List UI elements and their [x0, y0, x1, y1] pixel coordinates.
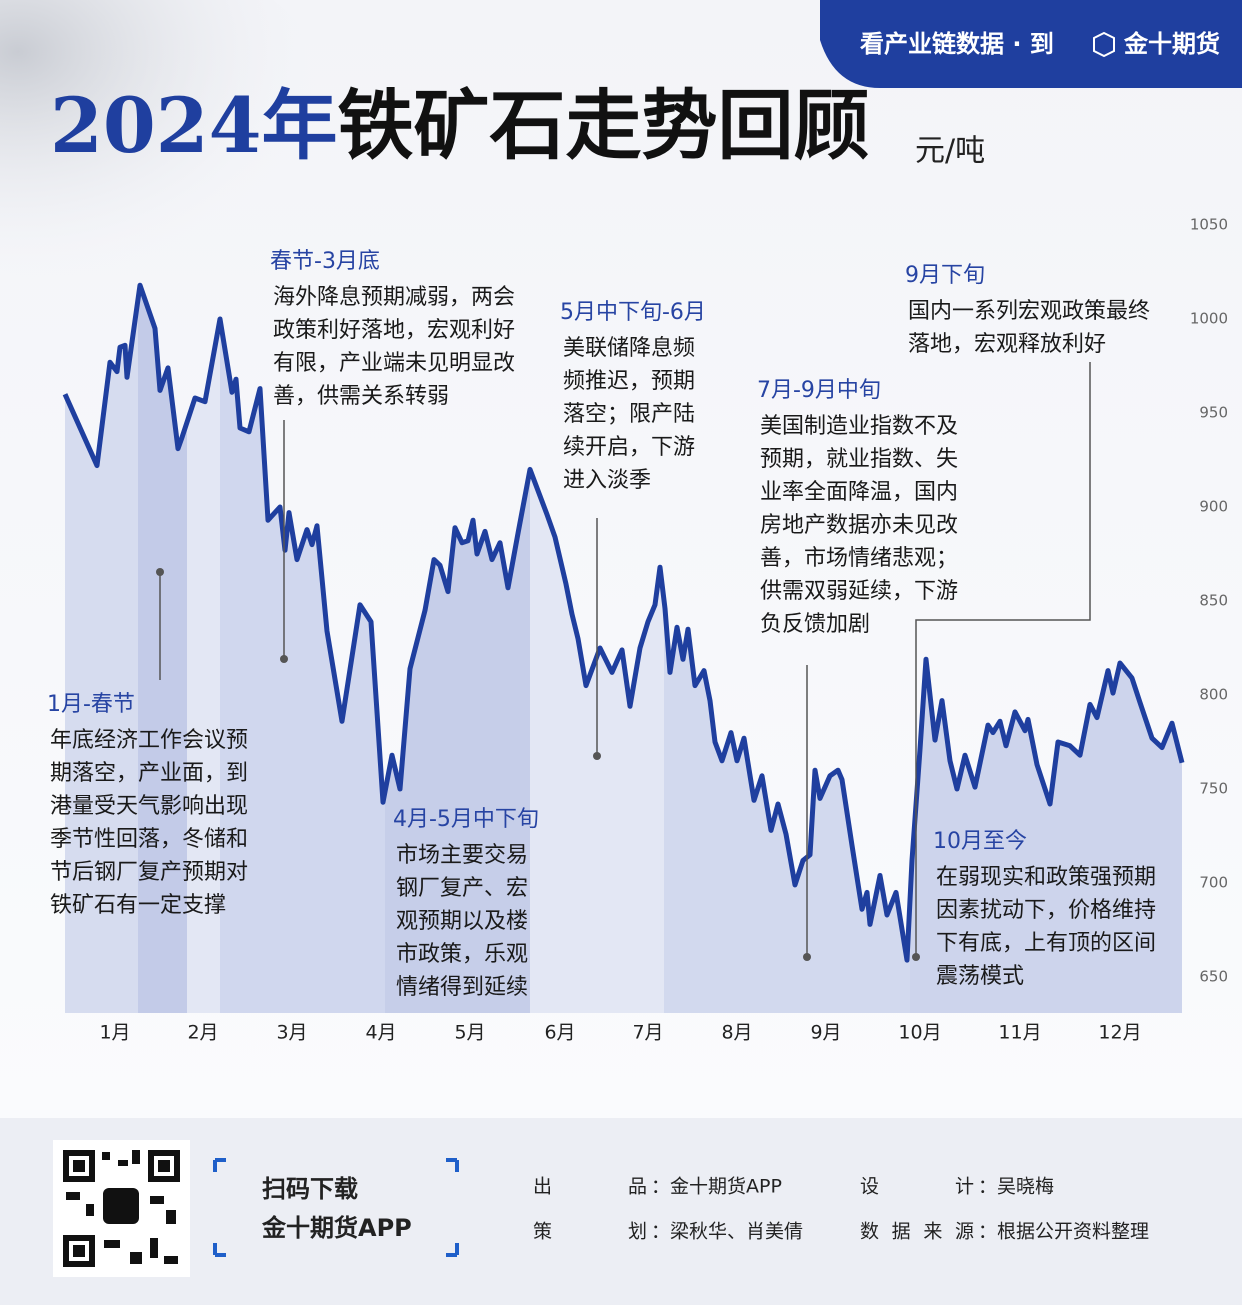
annotation-text: 落空；限产陆 [563, 402, 695, 427]
x-tick-label: 6月 [544, 1022, 575, 1044]
annotation-text: 频推迟，预期 [563, 369, 695, 394]
annotation-text: 国内一系列宏观政策最终 [908, 299, 1150, 324]
annotation-text: 预期，就业指数、失 [760, 447, 958, 472]
x-tick-label: 7月 [632, 1022, 663, 1044]
annotation-text: 房地产数据亦未见改 [760, 513, 958, 538]
annotation-text: 善，供需关系转弱 [273, 384, 449, 409]
annotation-text: 期落空，产业面，到 [50, 761, 248, 786]
footer [0, 1118, 1242, 1305]
rock-texture [0, 0, 340, 290]
y-tick-label: 900 [1199, 498, 1228, 516]
x-tick-label: 4月 [365, 1022, 396, 1044]
x-tick-label: 1月 [99, 1022, 130, 1044]
unit-label: 元/吨 [915, 134, 985, 169]
x-tick-label: 12月 [1098, 1022, 1141, 1044]
x-tick-label: 11月 [998, 1022, 1041, 1044]
annotation-text: 善，市场情绪悲观； [760, 546, 958, 571]
x-tick-label: 8月 [721, 1022, 752, 1044]
y-tick-label: 650 [1199, 968, 1228, 986]
x-tick-label: 2月 [187, 1022, 218, 1044]
title-rest: 铁矿石走势回顾 [338, 81, 870, 170]
annotation-text: 美联储降息频 [563, 336, 695, 361]
annotation-title: 1月-春节 [47, 692, 135, 717]
annotation-text: 海外降息预期减弱，两会 [273, 285, 515, 310]
banner-brand: 金十期货 [1123, 30, 1220, 58]
x-tick-label: 9月 [810, 1022, 841, 1044]
annotation-text: 在弱现实和政策强预期 [936, 865, 1156, 890]
pointer-dot [803, 953, 811, 961]
brand-logo [1093, 31, 1115, 58]
pointer-line [915, 362, 1091, 957]
annotation-text: 因素扰动下，价格维持 [936, 898, 1156, 923]
annotation-title: 10月至今 [933, 829, 1027, 854]
annotation-text: 市政策，乐观 [396, 942, 528, 967]
scan-text: 扫码下载 [262, 1175, 358, 1203]
annotation-text: 港量受天气影响出现 [50, 794, 248, 819]
annotation-text: 市场主要交易 [396, 843, 528, 868]
annotation-text: 季节性回落，冬储和 [50, 827, 248, 852]
x-tick-label: 10月 [898, 1022, 941, 1044]
y-tick-label: 1000 [1190, 310, 1228, 328]
annotation-text: 落地，宏观释放利好 [908, 332, 1106, 357]
annotation-text: 进入淡季 [563, 468, 651, 493]
credit-value: ：金十期货APP [651, 1176, 782, 1198]
x-tick-label: 3月 [276, 1022, 307, 1044]
annotation-text: 美国制造业指数不及 [760, 414, 958, 439]
pointer-dot [280, 655, 288, 663]
chart-title: 2024年铁矿石走势回顾 [50, 81, 870, 170]
banner [820, 0, 1242, 88]
y-tick-label: 950 [1199, 404, 1228, 422]
annotation-text: 节后钢厂复产预期对 [50, 860, 248, 885]
title-year: 2024年 [50, 81, 338, 170]
y-tick-label: 850 [1199, 592, 1228, 610]
y-tick-label: 1050 [1190, 216, 1228, 234]
annotation-text: 有限，产业端未见明显改 [273, 351, 515, 376]
annotation-title: 7月-9月中旬 [757, 378, 881, 403]
annotation-title: 5月中下旬-6月 [560, 300, 706, 325]
annotation-title: 春节-3月底 [270, 249, 380, 274]
app-text: 金十期货APP [261, 1214, 412, 1242]
annotation-text: 情绪得到延续 [396, 975, 528, 1000]
banner-text: 看产业链数据 · 到 [860, 30, 1054, 58]
annotation-text: 政策利好落地，宏观利好 [273, 318, 515, 343]
annotation-text: 业率全面降温，国内 [760, 480, 958, 505]
pointer-dot [912, 953, 920, 961]
credit-value: ：吴晓梅 [978, 1176, 1054, 1198]
y-tick-label: 700 [1199, 874, 1228, 892]
qr-pattern [63, 1150, 180, 1267]
annotation-title: 4月-5月中下旬 [393, 807, 539, 832]
annotation-text: 负反馈加剧 [760, 612, 870, 637]
annotation-text: 钢厂复产、宏 [396, 876, 528, 901]
pointer-dot [593, 752, 601, 760]
credit-value: ：梁秋华、肖美倩 [651, 1221, 803, 1243]
annotation-text: 震荡模式 [936, 964, 1024, 989]
brackets [213, 1158, 459, 1257]
annotation-text: 年底经济工作会议预 [50, 728, 248, 753]
annotation-text: 供需双弱延续，下游 [760, 579, 958, 604]
annotation-text: 下有底，上有顶的区间 [936, 931, 1156, 956]
x-tick-label: 5月 [454, 1022, 485, 1044]
credit-value: ：根据公开资料整理 [978, 1221, 1149, 1243]
pointer-dot [156, 568, 164, 576]
annotation-title: 9月下旬 [905, 263, 985, 288]
annotation-text: 铁矿石有一定支撑 [50, 893, 226, 918]
y-tick-label: 800 [1199, 686, 1228, 704]
line [62, 282, 1185, 963]
y-tick-label: 750 [1199, 780, 1228, 798]
annotation-text: 续开启，下游 [563, 435, 695, 460]
annotation-text: 观预期以及楼 [396, 909, 528, 934]
